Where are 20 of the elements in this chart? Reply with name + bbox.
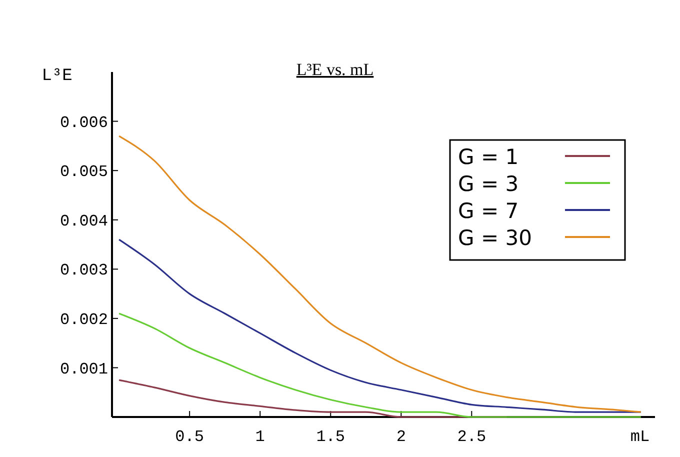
chart-title: L³E vs. mL [296, 60, 374, 79]
x-tick-label: 2 [396, 428, 406, 446]
y-tick-label: 0.005 [60, 163, 108, 182]
line-series [118, 135, 642, 413]
legend-label: G = 1 [458, 145, 519, 169]
y-tick-label: 0.002 [60, 311, 108, 330]
x-tick-label: 1 [255, 428, 265, 446]
y-tick-label: 0.004 [60, 212, 108, 230]
legend-label: G = 30 [458, 226, 532, 250]
line-series [118, 312, 642, 418]
legend-label: G = 3 [458, 172, 519, 196]
y-tick-label: 0.003 [60, 262, 108, 280]
y-axis-title: L³E [42, 67, 72, 86]
legend-label: G = 7 [458, 199, 519, 223]
x-axis-title: mL [630, 428, 650, 446]
x-tick-label: 0.5 [175, 428, 204, 446]
y-tick-label: 0.001 [60, 360, 108, 378]
x-tick-label: 2.5 [457, 428, 486, 446]
y-tick-label: 0.006 [60, 114, 108, 132]
x-tick-label: 1.5 [316, 428, 346, 446]
